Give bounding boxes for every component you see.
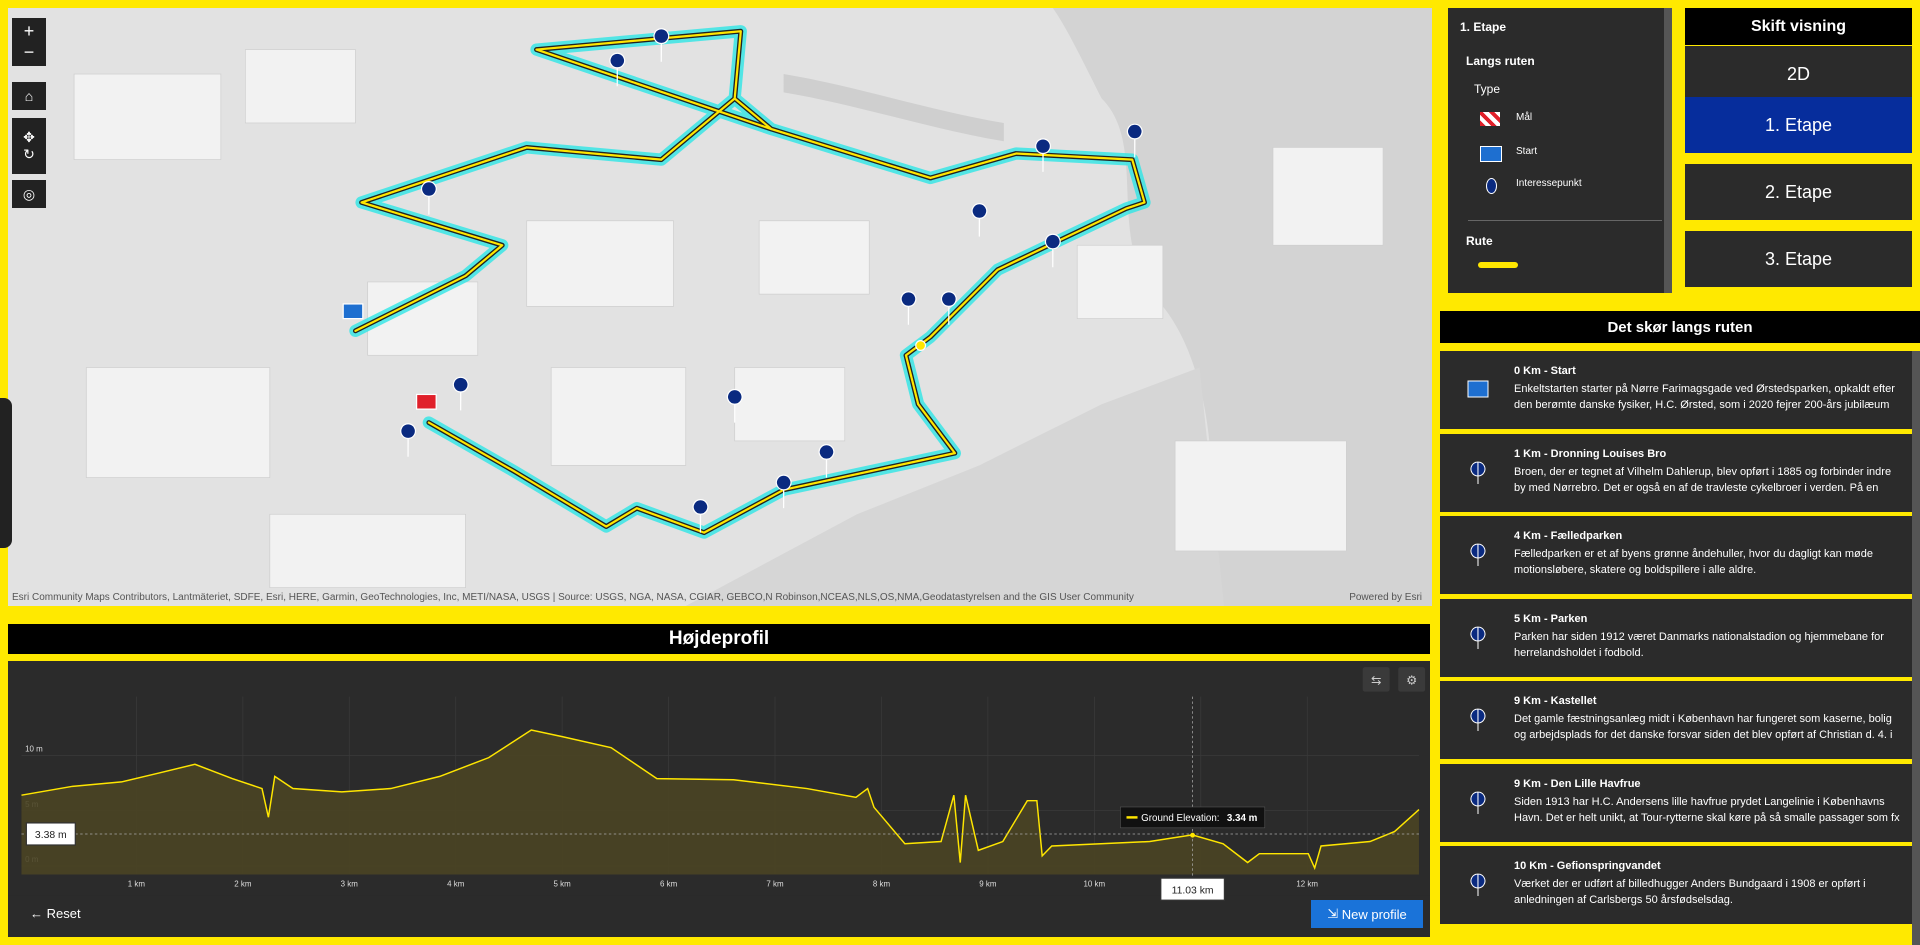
view-button[interactable]: 3. Etape [1685,231,1912,287]
route-item[interactable]: 9 Km - Den Lille Havfrue Siden 1913 har H… [1440,763,1912,842]
route-list-title: Det skør langs ruten [1440,311,1920,343]
profile-area [21,730,1419,875]
reset-button[interactable]: ← Reset [30,906,81,921]
route-item[interactable]: 1 Km - Dronning Louises Bro Broen, der er… [1440,433,1912,512]
legend-icon [1480,112,1500,126]
route-item[interactable]: 0 Km - Start Enkeltstarten starter på Nør… [1440,351,1912,429]
poi-pin [1470,790,1486,814]
legend-divider [1468,220,1662,221]
view-button[interactable]: 2D [1685,46,1912,102]
powered-by: Powered by Esri [1349,592,1422,603]
reset-label: Reset [46,906,81,921]
tooltip-value: 3.34 m [1227,813,1258,824]
item-text: Værket der er udført af billedhugger And… [1514,878,1866,906]
item-text: Enkeltstarten starter på Nørre Farimagsg… [1514,383,1895,411]
poi-pin [1470,625,1486,649]
item-title: 9 Km - Den Lille Havfrue [1514,777,1641,790]
map-attribution: Esri Community Maps Contributors, Lantmä… [12,592,1134,603]
x-tick-label: 5 km [554,880,572,889]
view-switch-title: Skift visning [1685,8,1912,45]
compass-button[interactable]: ◎ [12,180,46,208]
side-toggle[interactable] [0,398,12,548]
legend-icon [1486,178,1497,194]
item-icon [1467,380,1489,398]
cursor-dot [1190,832,1196,838]
route-item[interactable]: 5 Km - Parken Parken har siden 1912 været… [1440,598,1912,677]
legend-layer: Langs ruten [1466,54,1535,68]
item-text: Broen, der er tegnet af Vilhelm Dahlerup… [1514,465,1892,494]
item-icon [1470,460,1486,484]
profile-title: Højdeprofil [8,624,1430,654]
distance-badge [1160,877,1226,901]
tooltip [1120,806,1266,829]
scrollbar[interactable] [1912,351,1920,945]
legend-entry: Mål [1516,112,1533,123]
route-item[interactable]: 10 Km - Gefionspringvandet Værket der er … [1440,846,1912,924]
new-profile-button[interactable]: ⇲ New profile [1311,900,1423,928]
item-title: 1 Km - Dronning Louises Bro [1514,447,1667,460]
legend-route: Rute [1466,234,1493,248]
legend-icon [1480,146,1502,162]
settings-icon: ⚙ [1406,673,1417,687]
x-tick-label: 12 km [1296,880,1318,889]
x-tick-label: 8 km [873,880,891,889]
tooltip-label: Ground Elevation: [1141,813,1219,824]
start-flag [1467,380,1489,398]
elevation-badge [25,822,76,846]
zoom-controls[interactable]: + − [12,18,46,66]
x-tick-label: 9 km [979,880,997,889]
poi-pin [1470,708,1486,732]
poi-pin [1470,460,1486,484]
new-profile-label: New profile [1341,906,1407,922]
x-tick-label: 3 km [341,880,359,889]
map[interactable] [8,8,1432,606]
settings-button[interactable] [1398,667,1426,692]
item-title: 10 Km - Gefionspringvandet [1514,860,1661,872]
legend-entry: Interessepunkt [1516,178,1582,189]
poi-pin [1470,873,1486,897]
profile-panel: ⇆ ⚙ 1 km 2 km 3 km 4 km 5 km 6 km 7 km 8 km 9 km… [8,661,1430,937]
item-title: 4 Km - Fælledparken [1514,530,1623,542]
legend-route-swatch [1478,262,1518,268]
legend-title: 1. Etape [1460,20,1507,34]
y-tick-label: 10 m [25,745,43,754]
route-item[interactable]: 4 Km - Fælledparken Fælledparken er et af… [1440,516,1912,594]
view-button[interactable]: 1. Etape [1685,97,1912,153]
item-icon [1470,873,1486,897]
item-title: 0 Km - Start [1514,365,1576,377]
swap-icon: ⇆ [1371,673,1381,687]
item-text: Parken har siden 1912 været Danmarks nat… [1514,630,1884,659]
item-icon [1470,543,1486,567]
route-item[interactable]: 9 Km - Kastellet Det gamle fæstningsanlæg… [1440,681,1912,759]
home-button[interactable]: ⌂ [12,82,46,110]
x-tick-label: 7 km [766,880,784,889]
poi-pin [1470,543,1486,567]
item-text: Siden 1913 har H.C. Andersens lille havf… [1514,795,1900,824]
distance-label: 11.03 km [1172,885,1214,896]
view-button[interactable]: 2. Etape [1685,164,1912,220]
navigation-controls[interactable]: ✥ ↻ [12,118,46,174]
item-icon [1470,790,1486,814]
profile-line [21,729,1420,871]
x-tick-label: 1 km [128,880,146,889]
legend-entry: Start [1516,146,1538,157]
profile-chart: ⇆ ⚙ 1 km 2 km 3 km 4 km 5 km 6 km 7 km 8 km 9 km… [8,667,1430,936]
x-tick-label: 10 km [1084,880,1106,889]
item-text: Det gamle fæstningsanlæg midt i Københav… [1514,713,1893,741]
map-canvas [8,8,1432,606]
x-tick-label: 2 km [234,880,252,889]
item-icon [1470,625,1486,649]
legend-type: Type [1474,82,1501,96]
elevation-label: 3.38 m [35,830,67,841]
item-text: Fælledparken er et af byens grønne åndeh… [1514,548,1873,576]
swap-button[interactable] [1362,667,1390,692]
x-tick-label: 6 km [660,880,678,889]
item-title: 9 Km - Kastellet [1514,695,1597,707]
item-title: 5 Km - Parken [1514,612,1588,625]
x-tick-label: 4 km [447,880,465,889]
legend: 1. Etape Langs ruten Type Mål Start Inte… [1448,8,1672,293]
item-icon [1470,708,1486,732]
